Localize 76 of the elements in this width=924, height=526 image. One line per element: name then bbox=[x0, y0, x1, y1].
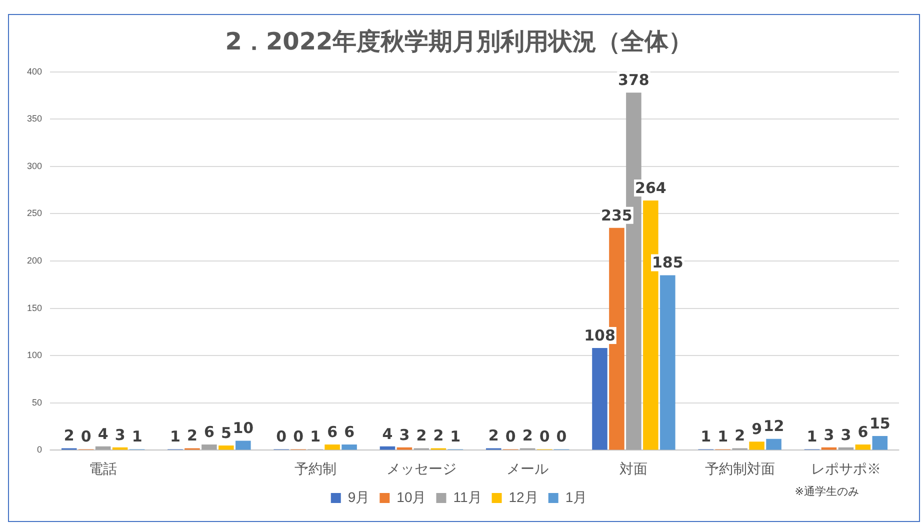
data-label: 1 bbox=[170, 428, 180, 446]
y-tick-label: 350 bbox=[26, 114, 42, 124]
legend-label: 11月 bbox=[453, 488, 482, 505]
bar bbox=[766, 438, 782, 450]
data-label: 10 bbox=[232, 419, 254, 438]
y-tick-label: 50 bbox=[32, 397, 42, 408]
data-label: 2 bbox=[416, 426, 427, 445]
data-label: 3 bbox=[399, 426, 410, 444]
x-tick-label: 電話 bbox=[89, 460, 118, 476]
data-label: 0 bbox=[80, 428, 92, 446]
data-label: 185 bbox=[652, 254, 684, 272]
x-tick-label: メール bbox=[506, 460, 549, 476]
data-label: 378 bbox=[618, 71, 650, 90]
y-tick-label: 250 bbox=[26, 208, 42, 218]
data-label: 2 bbox=[488, 426, 499, 445]
legend-label: 10月 bbox=[396, 488, 426, 505]
data-label: 3 bbox=[840, 426, 852, 444]
data-label: 2 bbox=[187, 426, 198, 445]
data-label: 15 bbox=[869, 414, 890, 432]
data-label: 5 bbox=[220, 424, 232, 442]
data-label: 6 bbox=[344, 422, 354, 441]
bar bbox=[236, 440, 251, 450]
data-label: 0 bbox=[505, 428, 516, 446]
data-label: 9 bbox=[752, 420, 762, 438]
chart-title: 2．2022年度秋学期月別利用状況（全体） bbox=[225, 28, 693, 56]
bar bbox=[342, 444, 357, 450]
x-tick-label: 予約制対面 bbox=[704, 460, 775, 476]
data-label: 3 bbox=[824, 426, 834, 444]
text: ※通学生のみ bbox=[794, 484, 859, 499]
data-label: 2 bbox=[433, 426, 444, 445]
data-label: 1 bbox=[806, 428, 818, 446]
y-tick-label: 100 bbox=[26, 350, 42, 360]
y-tick-label: 150 bbox=[26, 302, 42, 313]
bar bbox=[749, 442, 764, 450]
x-tick-label: 予約制 bbox=[294, 460, 336, 476]
data-label: 6 bbox=[858, 422, 868, 441]
data-label: 3 bbox=[114, 426, 126, 444]
y-tick-label: 400 bbox=[26, 66, 42, 76]
bar bbox=[324, 444, 340, 450]
x-tick-label: 対面 bbox=[620, 460, 648, 476]
data-label: 1 bbox=[132, 428, 142, 446]
data-label: 1 bbox=[718, 428, 728, 446]
data-label: 2 bbox=[64, 426, 74, 445]
data-label: 6 bbox=[204, 422, 214, 441]
data-label: 0 bbox=[293, 428, 304, 446]
y-tick-label: 200 bbox=[26, 255, 42, 266]
data-label: 0 bbox=[276, 428, 287, 446]
data-label: 264 bbox=[635, 178, 666, 197]
data-label: 1 bbox=[700, 428, 712, 446]
data-label: 12 bbox=[763, 417, 784, 436]
data-label: 2 bbox=[522, 426, 533, 445]
x-tick-label: レポサポ※ bbox=[810, 460, 881, 476]
data-label: 0 bbox=[556, 428, 567, 446]
bar bbox=[380, 446, 396, 450]
bar bbox=[592, 348, 608, 450]
data-label: 0 bbox=[539, 428, 550, 446]
bar bbox=[872, 436, 888, 450]
legend-label: 12月 bbox=[508, 488, 538, 505]
data-label: 108 bbox=[584, 326, 616, 344]
data-label: 1 bbox=[310, 428, 321, 446]
data-label: 4 bbox=[98, 424, 108, 443]
bar bbox=[660, 275, 676, 450]
y-tick-label: 300 bbox=[26, 160, 42, 171]
data-label: 2 bbox=[734, 426, 746, 445]
legend-label: 1月 bbox=[565, 488, 588, 505]
bar bbox=[95, 446, 111, 450]
bar bbox=[855, 444, 871, 450]
legend-label: 9月 bbox=[348, 488, 370, 505]
data-label: 4 bbox=[382, 424, 393, 443]
data-label: 6 bbox=[327, 422, 338, 441]
data-label: 1 bbox=[450, 428, 461, 446]
bar bbox=[202, 444, 217, 450]
data-label: 235 bbox=[601, 206, 632, 224]
x-tick-label: メッセージ bbox=[386, 460, 456, 476]
y-tick-label: 0 bbox=[37, 444, 42, 455]
bar bbox=[218, 445, 234, 450]
